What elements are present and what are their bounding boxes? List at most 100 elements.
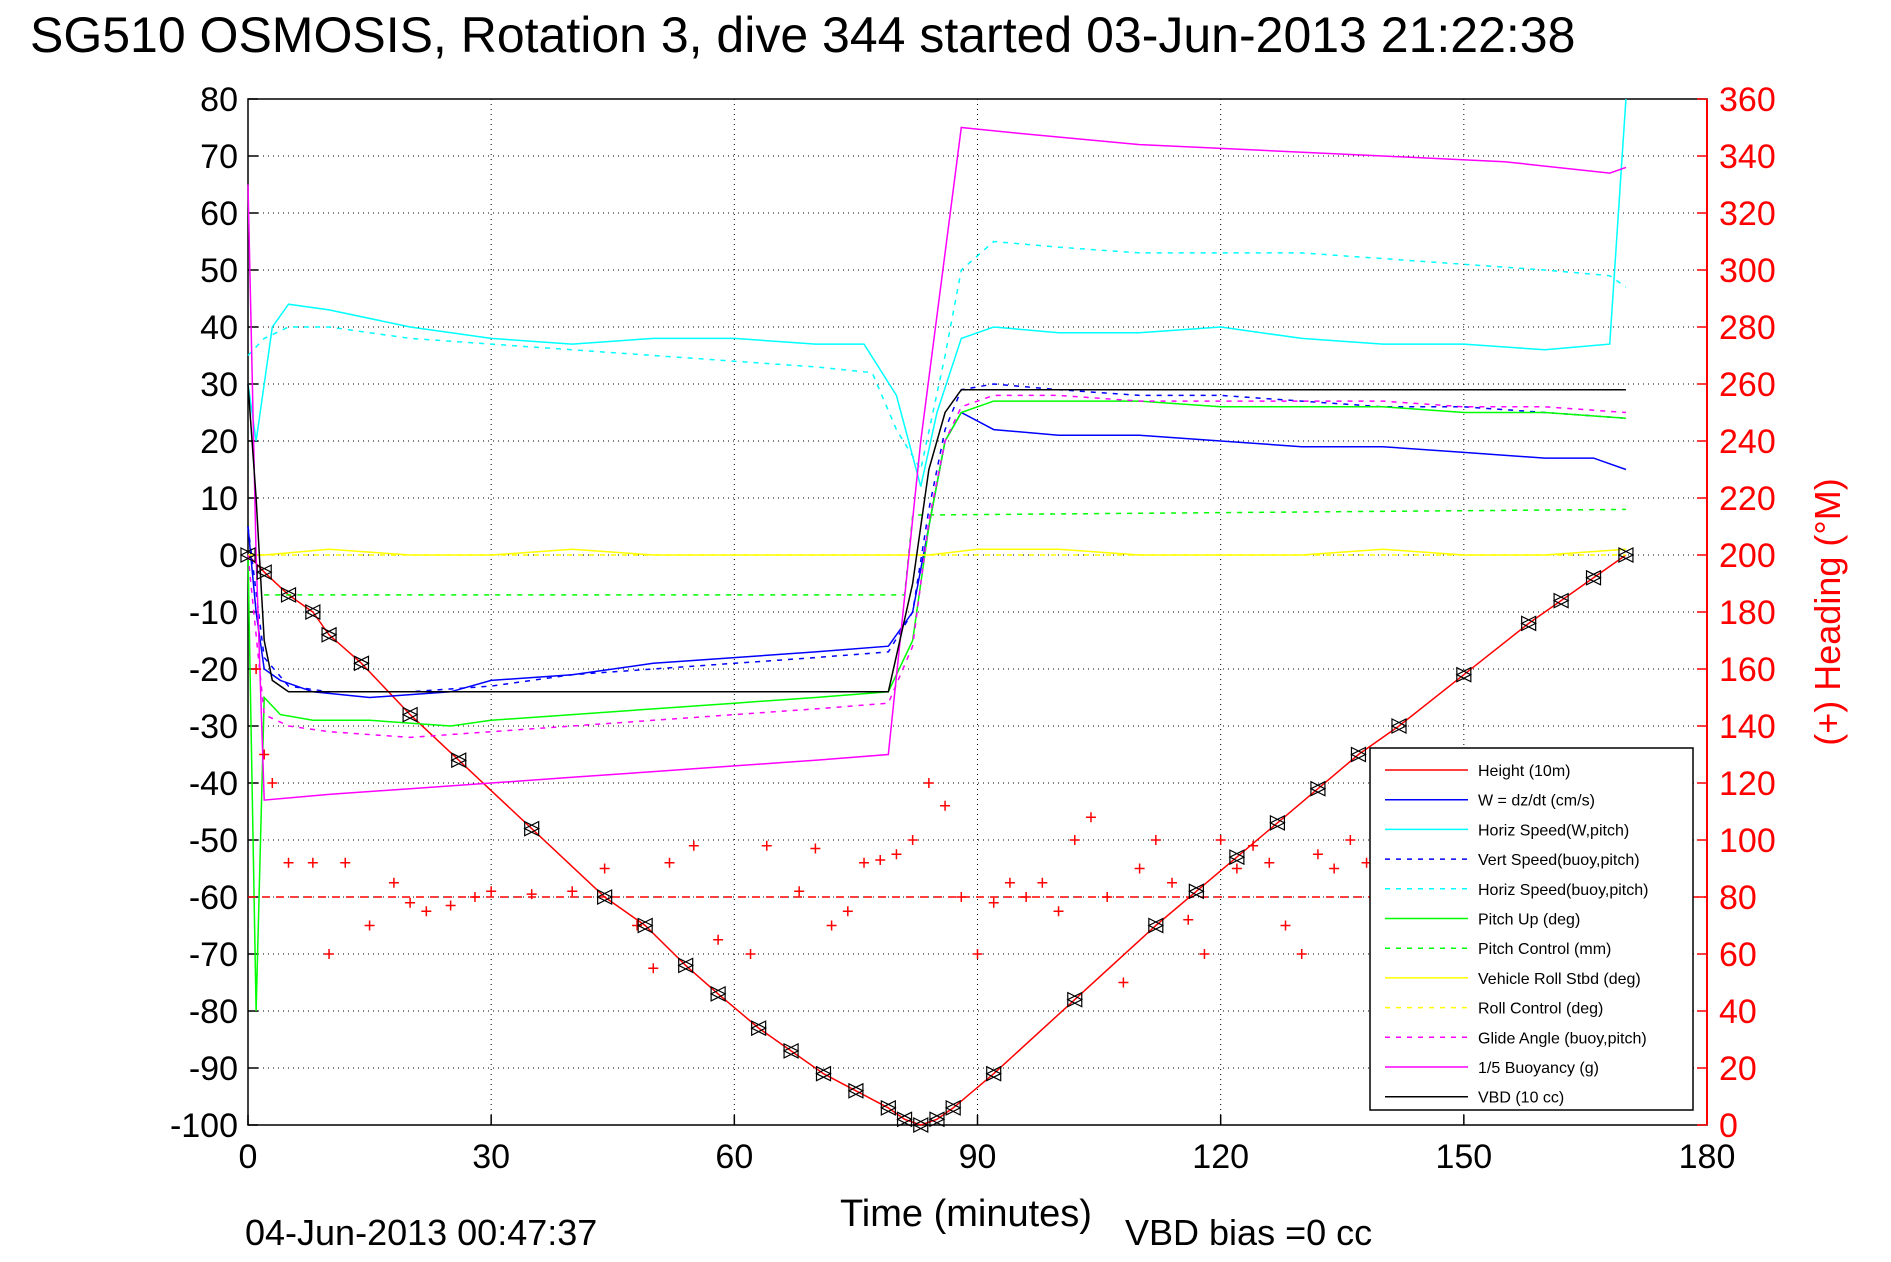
heading-point	[713, 934, 724, 945]
heading-point	[664, 857, 675, 868]
legend-entry: Horiz Speed(W,pitch)	[1478, 822, 1629, 839]
heading-point	[688, 840, 699, 851]
heading-point	[923, 778, 934, 788]
x-axis-label: Time (minutes)	[840, 1193, 1092, 1235]
heading-point	[1118, 977, 1129, 988]
heading-point	[324, 949, 335, 959]
heading-point	[1345, 835, 1356, 845]
y-left-tick-label: 10	[200, 480, 238, 518]
x-tick-label: 150	[1435, 1138, 1492, 1176]
y-right-tick-label: 340	[1719, 138, 1776, 176]
height-marker	[280, 586, 297, 603]
y-right-tick-label: 260	[1719, 366, 1776, 404]
heading-point	[567, 886, 578, 897]
x-tick-label: 120	[1192, 1138, 1249, 1176]
height-marker	[896, 1111, 913, 1128]
heading-point	[1264, 857, 1275, 868]
heading-point	[364, 920, 375, 931]
height-marker	[709, 985, 727, 1002]
y-left-tick-label: 0	[219, 537, 238, 575]
height-marker	[1188, 883, 1205, 900]
heading-point	[988, 897, 999, 908]
y-left-tick-label: -90	[189, 1050, 238, 1088]
heading-point	[1102, 892, 1113, 902]
heading-point	[1329, 863, 1340, 874]
heading-point	[940, 800, 951, 811]
y-right-tick-label: 100	[1719, 822, 1776, 860]
y-right-tick-label: 200	[1719, 537, 1776, 575]
heading-point	[794, 886, 805, 897]
height-marker	[401, 706, 419, 723]
height-marker	[928, 1111, 946, 1128]
y-left-tick-label: 70	[200, 138, 238, 176]
heading-point	[1280, 920, 1291, 931]
y-right-tick-label: 0	[1719, 1107, 1738, 1145]
y-right-tick-label: 120	[1719, 765, 1776, 803]
height-marker	[353, 655, 370, 672]
heading-point	[891, 849, 902, 860]
left-axis-ticks: 80 70 60 50 40 30 20 10 0 -10 -20 -30 -40 -50 -60 -70 -8…	[170, 81, 258, 1145]
height-marker	[1552, 592, 1570, 609]
legend-entry: Vehicle Roll Stbd (deg)	[1478, 971, 1641, 988]
heading-point	[1085, 812, 1096, 823]
heading-point	[1053, 906, 1064, 917]
heading-layer	[248, 664, 1707, 988]
height-marker	[944, 1099, 962, 1116]
y-left-tick-label: -80	[189, 993, 238, 1031]
heading-point	[1248, 840, 1259, 851]
heading-point	[283, 857, 294, 868]
heading-point	[259, 749, 270, 760]
heading-point	[761, 840, 772, 851]
heading-point	[445, 900, 456, 911]
height-marker	[815, 1065, 832, 1082]
heading-point	[1037, 877, 1048, 888]
footer-date: 04-Jun-2013 00:47:37	[245, 1212, 597, 1253]
heading-point	[956, 892, 967, 902]
heading-point	[810, 843, 821, 854]
legend-entry: W = dz/dt (cm/s)	[1478, 793, 1595, 810]
heading-point	[1134, 863, 1145, 874]
height-marker	[1585, 569, 1602, 586]
y-left-tick-label: -20	[189, 651, 238, 689]
height-marker	[879, 1099, 897, 1116]
heading-point	[421, 906, 432, 917]
heading-point	[599, 863, 610, 874]
y-left-tick-label: -50	[189, 822, 238, 860]
height-marker	[596, 889, 613, 905]
heading-point	[267, 778, 278, 788]
x-tick-label: 180	[1679, 1138, 1736, 1176]
legend: Height (10m) W = dz/dt (cm/s) Horiz Speed(…	[1369, 747, 1694, 1111]
height-marker	[450, 752, 468, 769]
y-left-tick-label: 40	[200, 309, 238, 347]
height-marker	[320, 626, 338, 643]
y-left-tick-label: -10	[189, 594, 238, 632]
heading-point	[826, 920, 837, 931]
heading-point	[745, 949, 756, 959]
heading-point	[972, 949, 983, 959]
y-left-tick-label: -100	[170, 1107, 238, 1145]
legend-entry: Height (10m)	[1478, 763, 1570, 780]
y-left-tick-label: 30	[200, 366, 238, 404]
height-marker	[1066, 991, 1084, 1008]
y-left-tick-label: -60	[189, 879, 238, 917]
y-right-tick-label: 40	[1719, 993, 1757, 1031]
y-left-tick-label: 60	[200, 195, 238, 233]
heading-point	[251, 664, 262, 674]
series-line	[247, 400, 1626, 1012]
height-marker	[1520, 615, 1538, 632]
legend-entry: Roll Control (deg)	[1478, 1001, 1603, 1018]
heading-point	[1296, 949, 1307, 959]
height-marker	[677, 957, 695, 974]
series-line	[247, 394, 1626, 739]
height-marker	[1390, 718, 1408, 734]
legend-entry: Pitch Up (deg)	[1478, 912, 1580, 929]
legend-entry: Horiz Speed(buoy,pitch)	[1478, 882, 1648, 899]
heading-point	[388, 877, 399, 888]
heading-point	[648, 963, 659, 974]
right-axis-ticks: 3603403203002802602402202001801601401201…	[1697, 81, 1776, 1145]
y-right-tick-label: 80	[1719, 879, 1757, 917]
y-right-tick-label: 220	[1719, 480, 1776, 518]
y-left-tick-label: 50	[200, 252, 238, 290]
legend-entry: Glide Angle (buoy,pitch)	[1478, 1030, 1647, 1047]
y-right-tick-label: 320	[1719, 195, 1776, 233]
